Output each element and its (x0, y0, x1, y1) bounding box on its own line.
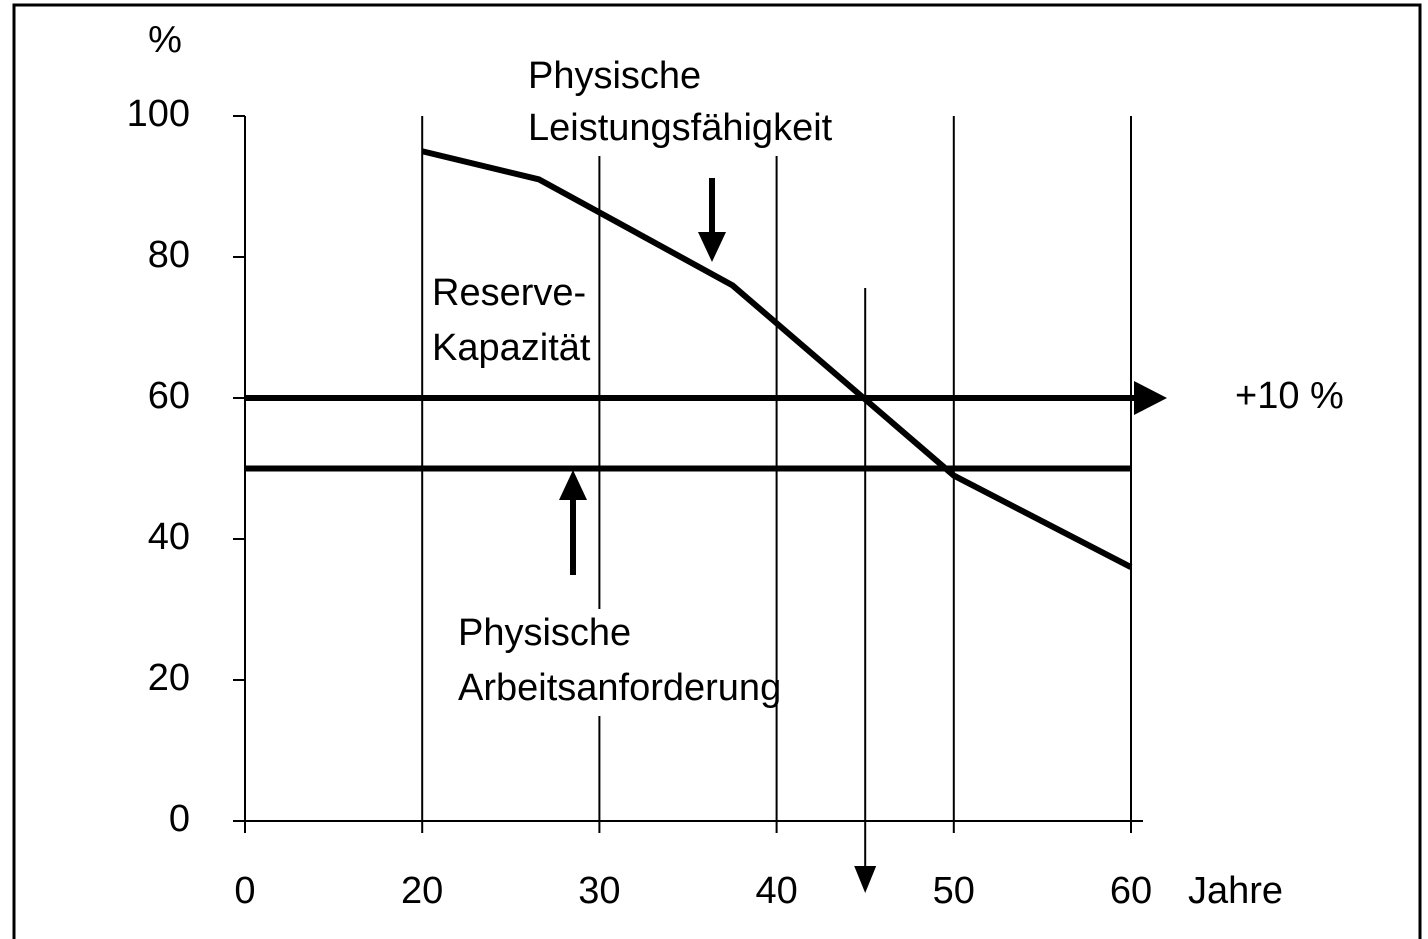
y-axis-label: % (148, 19, 182, 61)
y-tick-label: 100 (127, 93, 190, 135)
x-tick-label: 50 (933, 870, 975, 912)
y-tick-label: 40 (148, 516, 190, 558)
x-tick-label: 20 (401, 870, 443, 912)
annotation: Leistungsfähigkeit (528, 107, 833, 149)
x-tick-label: 60 (1110, 870, 1152, 912)
y-tick-label: 60 (148, 375, 190, 417)
y-tick-label: 80 (148, 234, 190, 276)
data-line (421, 148, 1133, 570)
x-tick-label: 30 (578, 870, 620, 912)
annotation-arrowhead (698, 232, 726, 262)
y-tick-label: 20 (148, 657, 190, 699)
marker-arrow (854, 866, 877, 893)
x-tick-label: 40 (755, 870, 797, 912)
x-tick-label: 0 (234, 870, 255, 912)
threshold-arrowhead (1134, 381, 1167, 415)
annotation: Physische (528, 55, 701, 97)
threshold-label: +10 % (1235, 375, 1344, 417)
x-axis-label: Jahre (1188, 870, 1283, 912)
annotation: Kapazität (432, 327, 591, 369)
annotation: Arbeitsanforderung (458, 667, 781, 709)
label-background (452, 609, 762, 716)
y-tick-label: 0 (169, 798, 190, 840)
annotation-arrowhead (559, 470, 587, 500)
frame (12, 3, 1422, 939)
annotation: Physische (458, 612, 631, 654)
label-background (522, 52, 832, 156)
annotation: Reserve- (432, 272, 586, 314)
